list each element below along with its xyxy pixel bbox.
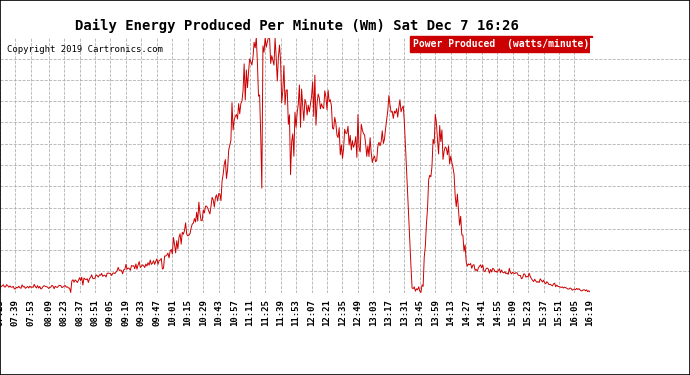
Text: Power Produced  (watts/minute): Power Produced (watts/minute) (413, 39, 589, 49)
Text: Copyright 2019 Cartronics.com: Copyright 2019 Cartronics.com (7, 45, 163, 54)
Text: Daily Energy Produced Per Minute (Wm) Sat Dec 7 16:26: Daily Energy Produced Per Minute (Wm) Sa… (75, 19, 519, 33)
